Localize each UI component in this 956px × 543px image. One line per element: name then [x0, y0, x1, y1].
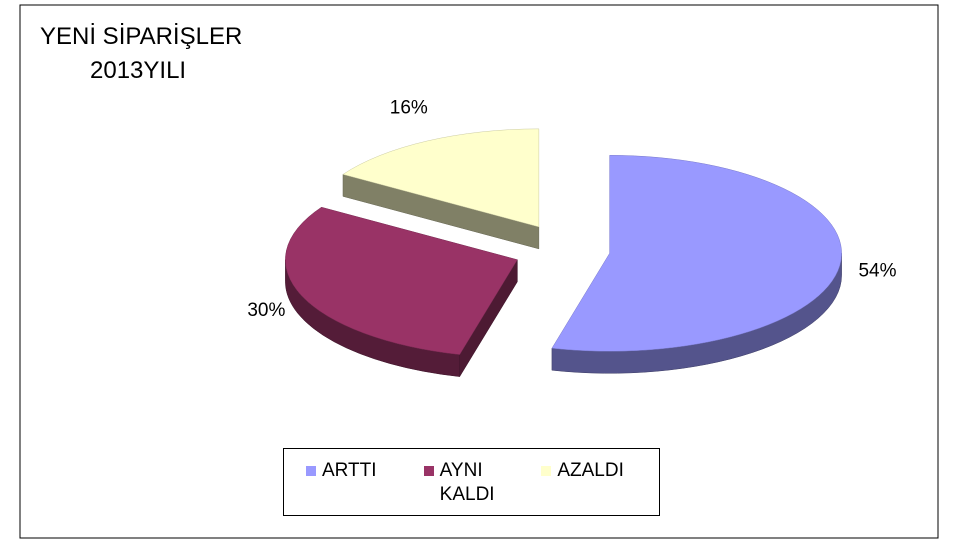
data-label: 30% — [247, 300, 285, 321]
legend-label: AZALDI — [557, 460, 624, 481]
chart-title: YENİ SİPARİŞLER — [40, 23, 242, 50]
legend-item: AZALDI — [541, 459, 659, 515]
legend-item: AYNI KALDI — [423, 459, 542, 515]
slice — [342, 128, 540, 228]
legend-label: ARTTI — [322, 460, 377, 481]
legend-item: ARTTI — [306, 459, 424, 515]
slice — [285, 206, 518, 355]
legend: ARTTI AYNI KALDI AZALDI — [283, 448, 660, 516]
data-label: 16% — [390, 98, 428, 119]
chart-title: 2013YILI — [90, 57, 186, 84]
data-label: 54% — [858, 260, 896, 281]
slice — [551, 155, 842, 352]
legend-label: AYNI KALDI — [439, 460, 495, 505]
legend-swatch — [306, 466, 316, 476]
legend-swatch — [541, 466, 552, 476]
legend-swatch — [423, 466, 434, 476]
